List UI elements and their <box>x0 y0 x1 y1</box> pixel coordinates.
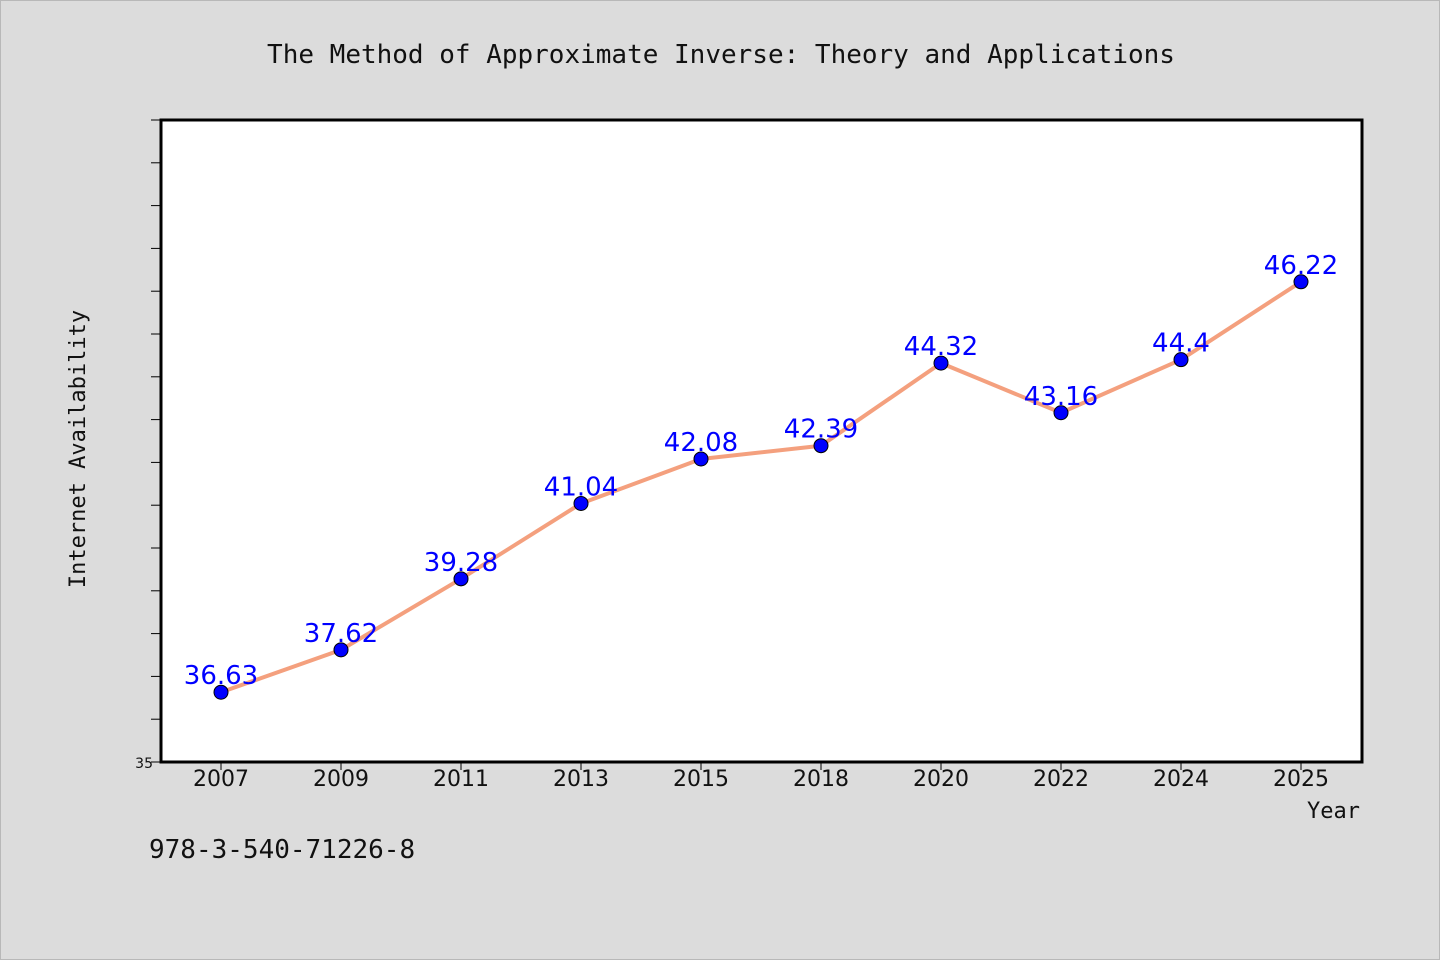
x-tick-label: 2011 <box>433 767 489 792</box>
data-label: 39.28 <box>424 548 498 578</box>
x-axis-ticks: 2007 2009 2011 2013 2015 2018 2020 2022 2024 2025 <box>193 762 1329 792</box>
x-tick-label: 2018 <box>793 767 849 792</box>
plot-area <box>159 118 1364 764</box>
data-label: 46.22 <box>1264 251 1338 281</box>
y-axis-ticks: 35 <box>135 119 161 772</box>
data-point <box>813 438 829 454</box>
data-label: 43.16 <box>1024 382 1098 412</box>
data-point <box>333 642 349 658</box>
data-point <box>933 355 949 371</box>
data-labels: 36.63 37.62 39.28 41.04 42.08 42.39 44.32 43.16… <box>184 251 1338 691</box>
data-label: 37.62 <box>304 619 378 649</box>
x-tick-label: 2007 <box>193 767 249 792</box>
data-point <box>1053 405 1069 421</box>
data-point <box>453 571 469 587</box>
x-tick-label: 2013 <box>553 767 609 792</box>
data-point <box>1173 352 1189 368</box>
series-line-group <box>219 279 1303 695</box>
x-tick-label: 2020 <box>913 767 969 792</box>
data-label: 44.4 <box>1152 329 1210 359</box>
x-tick-label: 2015 <box>673 767 729 792</box>
x-axis-label: Year <box>1307 799 1360 824</box>
data-point <box>213 684 229 700</box>
data-label: 44.32 <box>904 332 978 362</box>
data-point <box>573 495 589 511</box>
isbn-text: 978-3-540-71226-8 <box>149 835 416 865</box>
data-label: 36.63 <box>184 661 258 691</box>
x-tick-label: 2025 <box>1273 767 1329 792</box>
x-tick-label: 2009 <box>313 767 369 792</box>
data-label: 42.39 <box>784 415 858 445</box>
y-axis-label: Internet Availability <box>66 310 91 588</box>
x-tick-label: 2022 <box>1033 767 1089 792</box>
series-line <box>219 279 1303 695</box>
chart-title: The Method of Approximate Inverse: Theor… <box>267 40 1175 70</box>
x-tick-label: 2024 <box>1153 767 1209 792</box>
data-label: 41.04 <box>544 472 618 502</box>
y-tick-label: 35 <box>135 756 153 772</box>
data-point <box>1293 274 1309 290</box>
data-label: 42.08 <box>664 428 738 458</box>
data-point <box>693 451 709 467</box>
data-markers <box>213 274 1309 700</box>
